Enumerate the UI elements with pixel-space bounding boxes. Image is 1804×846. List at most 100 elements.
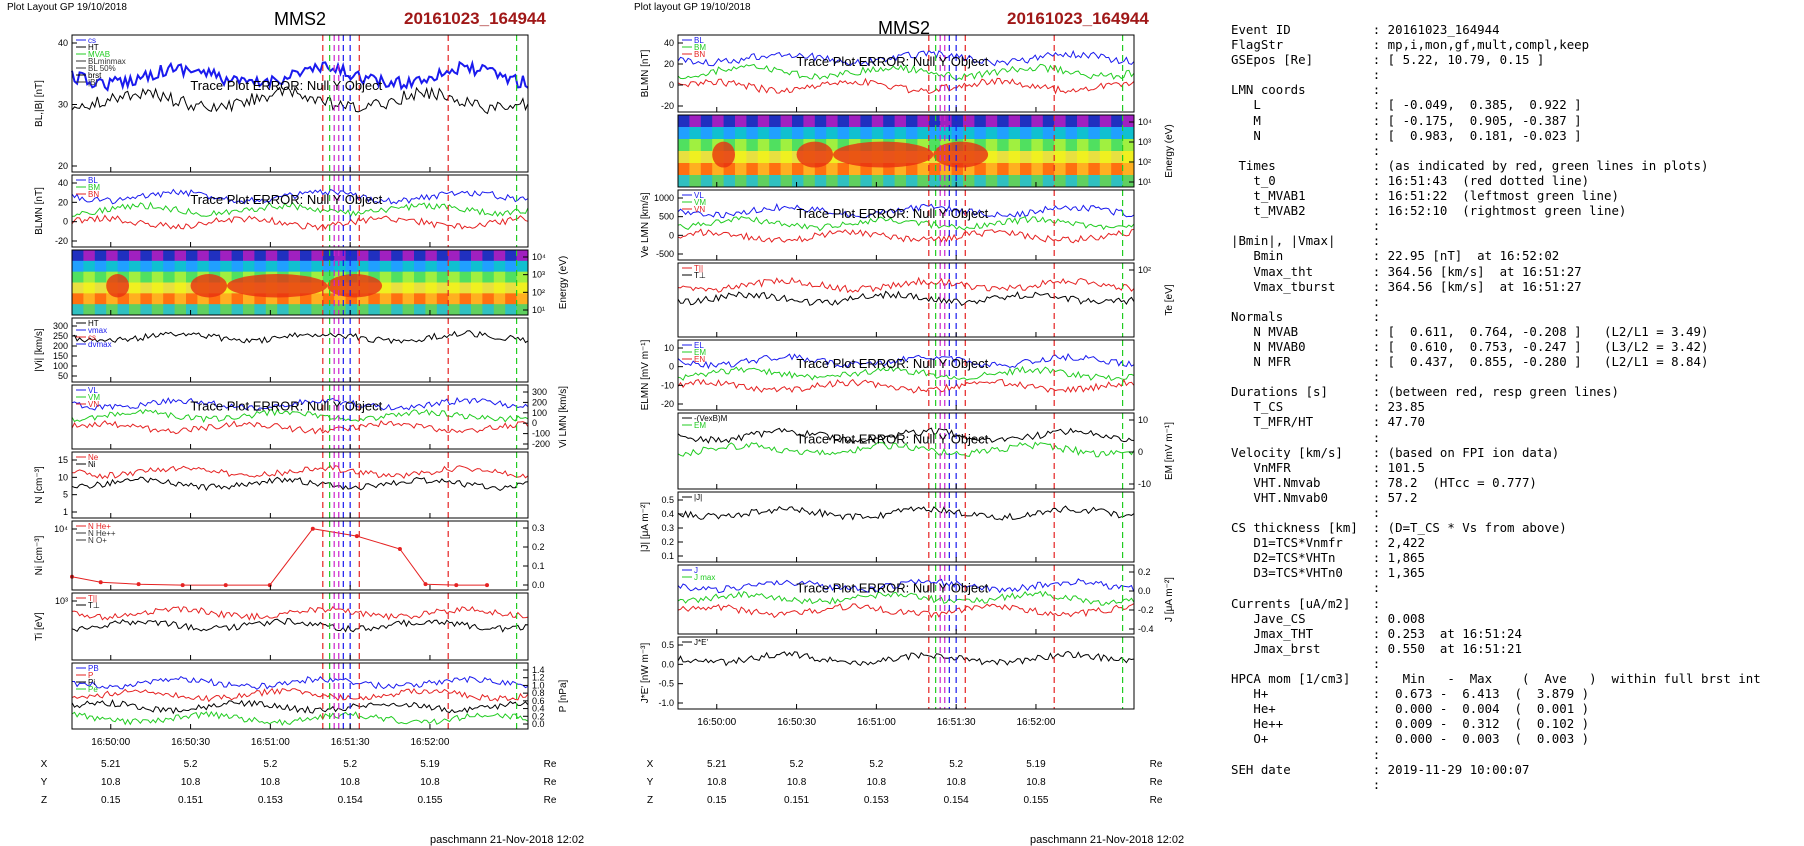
spectrogram-cell: [72, 260, 84, 273]
position-value: 5.2: [184, 759, 198, 770]
series-line-jl: [677, 578, 1135, 594]
spectrogram-cell: [871, 115, 884, 128]
info-value: : (between red, resp green lines): [1372, 384, 1619, 400]
spectrogram-cell: [951, 175, 964, 188]
series-line-bl: [71, 188, 529, 205]
info-value: : 0.550 at 16:51:21: [1372, 640, 1522, 656]
spectrogram-cell: [379, 250, 392, 262]
spectrogram-cell: [83, 293, 96, 305]
spectrogram-cell: [186, 304, 198, 316]
spectrogram-cell: [792, 139, 804, 152]
position-unit: Re: [1150, 759, 1163, 770]
spectrogram-cell: [197, 260, 210, 273]
right-tick-label: 0.2: [532, 711, 545, 721]
spectrogram-cell: [83, 304, 96, 316]
spectrogram-cell: [826, 175, 839, 188]
right-tick-label: 0.8: [532, 688, 545, 698]
spectrogram-cell: [746, 127, 759, 140]
spectrogram-cell: [997, 115, 1010, 128]
info-key: GSEpos [Re]: [1231, 52, 1373, 68]
spectrogram-cell: [757, 151, 770, 164]
spectrogram-cell: [83, 271, 96, 283]
position-value: 5.2: [343, 759, 357, 770]
info-value: : [ 5.22, 10.79, 0.15 ]: [1372, 52, 1545, 68]
spectrogram-cell: [482, 271, 495, 283]
spectrogram-cell: [792, 115, 804, 128]
spectrogram-cell: [700, 151, 713, 164]
left-tick-label: 250: [53, 331, 68, 341]
spectrogram-cell: [997, 163, 1010, 176]
spectrogram-cell: [265, 250, 278, 262]
spectrogram-cell: [345, 293, 358, 305]
spectrogram-cell: [769, 175, 782, 188]
panel-L3: 10⁴ 10³ 10² 10¹ Energy (eV): [71, 249, 569, 316]
spectrogram-cell: [1031, 151, 1044, 164]
y-axis-label: ELMN [mV m⁻¹]: [640, 339, 651, 410]
left-tick-label: 20: [58, 197, 68, 207]
left-tick-label: 500: [659, 212, 674, 222]
info-value: : 364.56 [km/s] at 16:51:27: [1372, 263, 1582, 279]
legend-entry: T⊥: [694, 271, 706, 280]
left-tick-label: 150: [53, 351, 68, 361]
spectrogram-cell: [482, 293, 495, 305]
spectrogram-cell: [1099, 163, 1112, 176]
spectrogram-cell: [757, 115, 770, 128]
info-key: [1231, 505, 1373, 520]
left-tick-label: -0.5: [658, 679, 674, 689]
info-row: VHT.Nmvab0 : 57.2: [1231, 490, 1417, 505]
spectrogram-cell: [1122, 115, 1135, 128]
spectrogram-cell: [1099, 175, 1112, 188]
spectrogram-cell: [471, 293, 483, 305]
spectrogram-cell: [300, 304, 312, 316]
spectrogram-cell: [516, 304, 529, 316]
spectrogram-cell: [357, 250, 369, 262]
info-row: N MFR : [ 0.437, 0.855, -0.280 ] (L2/L1 …: [1231, 354, 1708, 369]
right-tick-label: 0: [1138, 447, 1143, 457]
spectrogram-cell: [1054, 175, 1067, 188]
spectrogram-cell: [94, 304, 107, 316]
spectrogram-cell: [985, 175, 998, 188]
info-value: :: [1372, 218, 1381, 234]
spectrogram-cell: [106, 293, 119, 305]
info-value: :: [1372, 233, 1381, 249]
right-tick-label: -10: [1138, 479, 1151, 489]
spectrogram-cell: [471, 260, 483, 273]
spectrogram-cell: [94, 293, 107, 305]
spectrogram-cell: [917, 175, 930, 188]
y-axis-label: Ve LMN [km/s]: [640, 192, 651, 257]
spectrogram-cell: [678, 115, 690, 128]
info-row: Vmax_tburst : 364.56 [km/s] at 16:51:27: [1231, 279, 1581, 294]
time-tick-label: 16:50:30: [777, 717, 816, 728]
spectrogram-cell: [311, 271, 324, 283]
left-event-id: 20161023_164944: [404, 9, 546, 28]
spectrogram-cell: [379, 260, 392, 273]
spectrogram-cell: [402, 304, 415, 316]
series-line-bn: [71, 214, 529, 231]
panel-frame: [71, 34, 529, 173]
spectrogram-cell: [243, 293, 255, 305]
legend-entry: brst: [88, 71, 102, 80]
info-row: D3=TCS*VHTn0 : 1,365: [1231, 565, 1425, 580]
y-axis-label: J*E' [nW m⁻³]: [640, 643, 651, 704]
series-line-p: [71, 687, 529, 703]
position-value: 0.153: [258, 795, 283, 806]
legend-entry: BL: [694, 36, 704, 45]
position-value: 5.2: [869, 759, 883, 770]
panel-frame: [677, 636, 1135, 710]
spectrogram-cell: [425, 271, 438, 283]
spectrogram-cell: [117, 260, 130, 273]
spectrogram-cell: [769, 151, 782, 164]
spectrogram-cell: [151, 293, 164, 305]
right-tick-label: 1.4: [532, 665, 545, 675]
spectrogram-cell: [208, 250, 221, 262]
info-value: :: [1372, 308, 1381, 324]
info-key: CS thickness [km]: [1231, 520, 1373, 536]
spectrogram-cell: [231, 304, 244, 316]
info-key: N MFR: [1231, 354, 1373, 370]
spectrogram-cell: [311, 260, 324, 273]
spectrogram-cell: [459, 250, 472, 262]
right-tick-label: 10³: [532, 270, 545, 280]
spectrogram-cell: [1042, 163, 1055, 176]
info-row: VnMFR : 101.5: [1231, 460, 1425, 475]
info-value: : mp,i,mon,gf,mult,compl,keep: [1372, 37, 1590, 53]
